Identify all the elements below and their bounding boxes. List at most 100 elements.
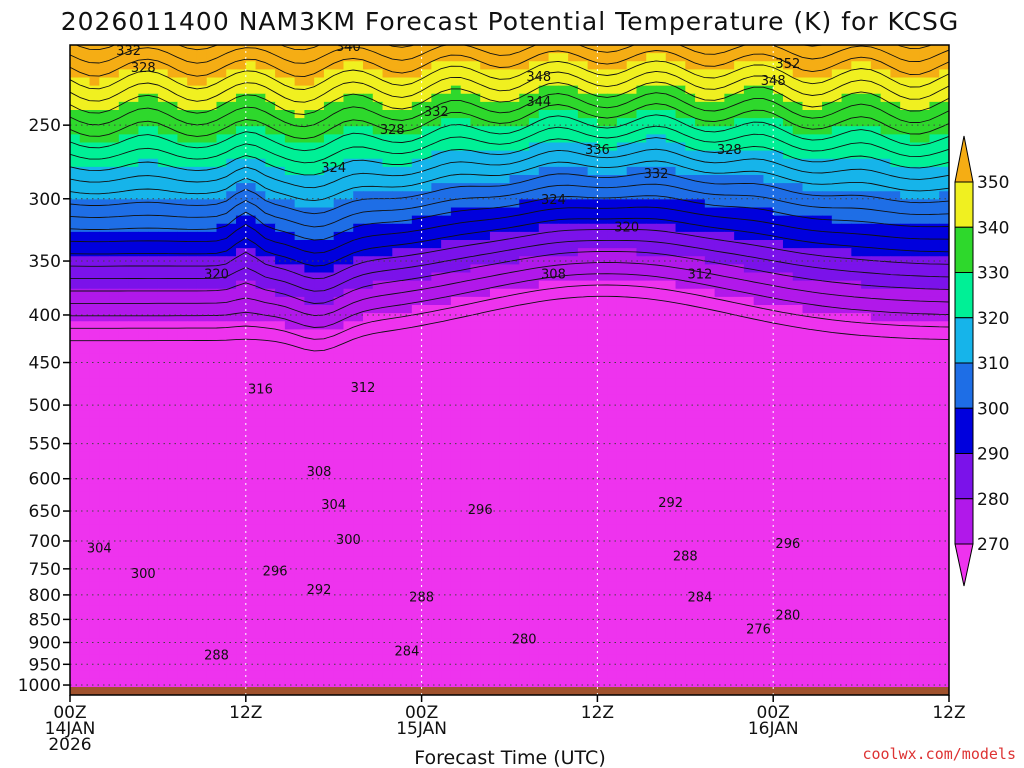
field-cell: [890, 264, 901, 274]
field-cell: [782, 166, 794, 176]
field-cell: [753, 77, 765, 87]
field-cell: [714, 467, 725, 477]
field-cell: [382, 142, 393, 152]
field-cell: [861, 134, 872, 144]
field-cell: [685, 77, 696, 87]
field-cell: [636, 93, 647, 103]
field-cell: [548, 118, 559, 127]
field-cell: [763, 451, 774, 460]
field-cell: [177, 118, 188, 127]
field-cell: [753, 158, 765, 168]
field-cell: [187, 435, 198, 444]
field-cell: [792, 280, 804, 290]
field-cell: [489, 305, 501, 314]
field-cell: [636, 370, 647, 379]
field-cell: [529, 175, 540, 184]
field-cell: [411, 491, 423, 501]
field-cell: [646, 305, 657, 314]
field-cell: [304, 199, 315, 209]
field-cell: [646, 93, 657, 103]
field-cell: [99, 158, 110, 168]
field-cell: [138, 459, 149, 469]
field-cell: [128, 345, 139, 355]
field-cell: [353, 305, 364, 314]
field-cell: [509, 118, 520, 127]
field-cell: [802, 459, 813, 469]
field-cell: [929, 435, 940, 444]
field-cell: [802, 280, 813, 290]
field-cell: [363, 459, 374, 469]
field-cell: [99, 53, 110, 62]
field-cell: [568, 321, 579, 330]
field-cell: [353, 77, 364, 87]
field-cell: [841, 386, 852, 395]
field-cell: [148, 337, 159, 347]
field-cell: [157, 93, 169, 103]
field-cell: [167, 426, 179, 436]
field-cell: [304, 337, 315, 347]
field-cell: [607, 166, 618, 176]
field-cell: [577, 296, 589, 306]
field-cell: [353, 288, 364, 298]
field-cell: [656, 361, 667, 371]
field-cell: [196, 321, 208, 330]
field-cell: [568, 370, 579, 379]
field-cell: [929, 483, 940, 493]
field-cell: [480, 410, 491, 420]
field-cell: [890, 345, 901, 355]
field-cell: [743, 378, 755, 387]
field-cell: [245, 272, 257, 282]
field-cell: [714, 426, 725, 436]
field-cell: [70, 240, 81, 249]
field-cell: [529, 223, 540, 233]
field-cell: [226, 191, 237, 200]
field-cell: [724, 361, 735, 371]
field-cell: [519, 402, 530, 412]
field-cell: [314, 475, 325, 485]
field-cell: [187, 386, 198, 395]
field-cell: [236, 223, 247, 233]
field-cell: [587, 483, 598, 493]
field-cell: [177, 296, 188, 306]
field-cell: [509, 410, 520, 420]
field-cell: [626, 183, 638, 192]
field-cell: [216, 183, 227, 192]
field-cell: [421, 378, 432, 387]
field-cell: [109, 451, 120, 460]
field-cell: [812, 126, 823, 135]
field-cell: [695, 175, 706, 184]
field-cell: [196, 467, 208, 477]
field-cell: [724, 353, 735, 363]
field-cell: [343, 288, 354, 298]
field-cell: [411, 475, 423, 485]
field-cell: [734, 134, 745, 144]
field-cell: [206, 69, 218, 79]
field-cell: [792, 475, 804, 485]
field-cell: [294, 467, 305, 477]
field-cell: [245, 402, 257, 412]
field-cell: [323, 378, 335, 387]
field-cell: [216, 126, 227, 135]
field-cell: [411, 183, 423, 192]
field-cell: [304, 158, 315, 168]
field-cell: [519, 191, 530, 200]
field-cell: [79, 443, 91, 452]
field-cell: [529, 126, 540, 135]
field-cell: [900, 61, 911, 70]
field-cell: [265, 305, 276, 314]
field-cell: [363, 426, 374, 436]
field-cell: [450, 53, 462, 62]
field-cell: [939, 402, 949, 412]
field-cell: [196, 264, 208, 274]
field-cell: [548, 110, 559, 119]
field-cell: [734, 248, 745, 257]
field-cell: [695, 142, 706, 152]
field-cell: [216, 77, 227, 87]
field-cell: [861, 256, 872, 265]
field-cell: [841, 345, 852, 355]
field-cell: [616, 426, 628, 436]
field-cell: [675, 231, 686, 241]
field-cell: [79, 183, 91, 192]
field-cell: [363, 370, 374, 379]
field-cell: [177, 443, 188, 452]
